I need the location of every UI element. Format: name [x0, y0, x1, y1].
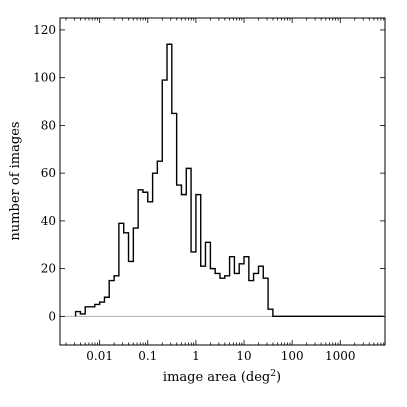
- x-tick-label: 0.1: [138, 349, 157, 363]
- x-tick-label: 1000: [325, 349, 356, 363]
- y-tick-label: 60: [41, 166, 56, 180]
- y-tick-label: 100: [33, 71, 56, 85]
- y-tick-label: 80: [41, 118, 56, 132]
- x-tick-label: 0.01: [86, 349, 113, 363]
- y-tick-label: 0: [48, 309, 56, 323]
- plot-area: [60, 43, 385, 318]
- histogram-outline: [74, 43, 384, 318]
- y-tick-label: 40: [41, 214, 56, 228]
- x-tick-label: 100: [281, 349, 304, 363]
- y-axis-label: number of images: [8, 121, 23, 240]
- axes-frame: [59, 17, 386, 346]
- axis-ticks: 0.01 0.1 1 10 100 1000 0 20 40 60 80 100 120: [33, 18, 385, 363]
- y-tick-label: 120: [33, 23, 56, 37]
- x-tick-label: 1: [192, 349, 200, 363]
- y-tick-label: 20: [41, 262, 56, 276]
- x-tick-label: 10: [236, 349, 251, 363]
- x-axis-label: image area (deg2): [163, 369, 281, 385]
